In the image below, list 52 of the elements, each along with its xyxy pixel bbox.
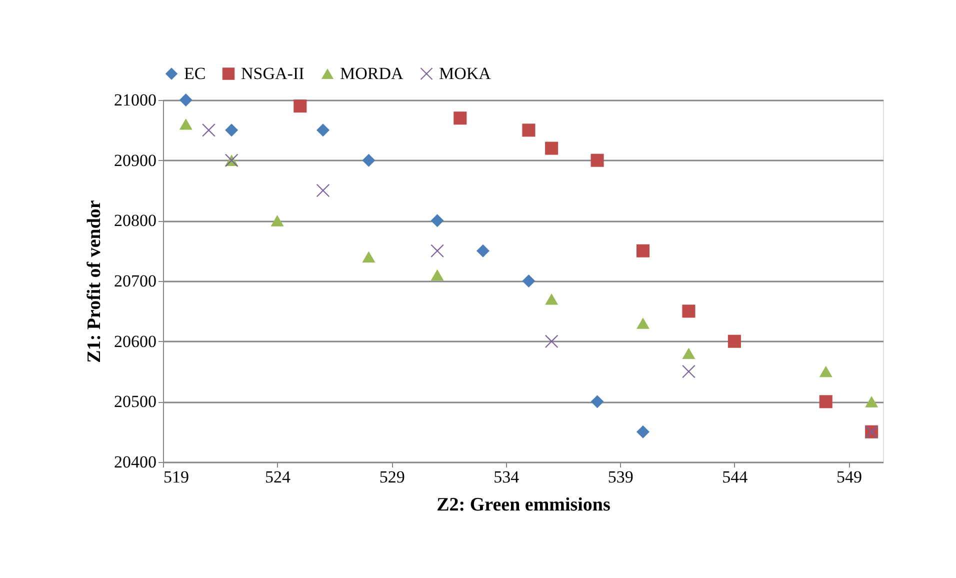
y-tick-label: 21000 — [114, 90, 156, 110]
point — [590, 395, 604, 408]
point — [819, 366, 832, 378]
point — [545, 334, 558, 348]
x-tick-label: 539 — [608, 468, 634, 486]
y-tick-label: 20800 — [114, 211, 156, 230]
legend-label: NSGA-II — [241, 64, 305, 83]
x-tick-label: 529 — [379, 468, 405, 486]
legend-label: MOKA — [439, 64, 492, 83]
point — [636, 425, 650, 438]
point — [682, 304, 696, 318]
y-tick-label: 20400 — [114, 452, 156, 472]
x-tick-label: 534 — [494, 468, 520, 486]
x-tick-label: 544 — [722, 468, 748, 486]
point — [476, 244, 490, 258]
point — [728, 334, 741, 348]
legend-label: EC — [184, 64, 206, 83]
point — [362, 251, 376, 263]
point — [522, 124, 536, 137]
point — [590, 154, 604, 167]
point — [636, 318, 650, 329]
point — [454, 112, 467, 125]
point — [294, 100, 307, 113]
point — [316, 124, 330, 137]
point — [522, 274, 536, 288]
point — [636, 244, 650, 258]
point — [819, 395, 832, 408]
x-tick-label: 519 — [164, 468, 189, 486]
x-tick-label: 524 — [265, 468, 292, 486]
point — [682, 348, 696, 360]
point — [430, 244, 444, 258]
legend-label: MORDA — [340, 64, 404, 83]
x-tick-label: 549 — [836, 468, 862, 486]
point — [865, 396, 878, 408]
point — [179, 93, 192, 107]
point — [270, 215, 284, 226]
point — [362, 154, 376, 167]
y-tick-label: 20600 — [114, 332, 156, 351]
y-tick-label: 20500 — [114, 392, 156, 412]
point — [430, 269, 444, 281]
y-axis-title: Z1: Profit of vendor — [84, 200, 105, 363]
point — [545, 142, 558, 155]
y-tick-label: 20900 — [114, 150, 156, 170]
point — [316, 184, 330, 198]
point — [225, 124, 238, 137]
point — [179, 118, 192, 130]
y-tick-label: 20700 — [114, 272, 156, 290]
point — [430, 214, 444, 228]
point — [545, 293, 558, 305]
point — [682, 364, 696, 378]
point — [202, 124, 216, 137]
x-axis-title: Z2: Green emmisions — [436, 494, 610, 516]
